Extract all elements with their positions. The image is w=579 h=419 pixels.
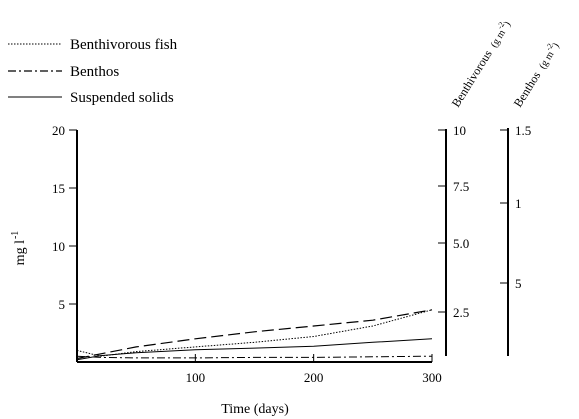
x-axis-title: Time (days) — [221, 402, 289, 417]
legend-label-suspended-solids: Suspended solids — [70, 90, 174, 106]
x-ticks: 100 200 300 — [186, 354, 442, 385]
y-tick-label: 5 — [59, 297, 66, 312]
right-tick-label: 7.5 — [453, 179, 469, 194]
right-axis-benthos-ticks: 511.5 — [500, 123, 531, 291]
series-line-suspended-solids — [76, 338, 433, 361]
series-line-benthos — [76, 355, 433, 359]
legend: Benthivorous fish Benthos Suspended soli… — [8, 37, 178, 106]
series-layer — [76, 309, 433, 361]
right-axis-benthivorous-ticks: 2.5 5.0 7.5 10 — [438, 123, 469, 320]
right-tick-label: 2.5 — [453, 305, 469, 320]
right-axis-title-benthivorous: Benthivorous (g m-2) — [448, 17, 513, 109]
y-tick-label: 15 — [52, 181, 65, 196]
right-tick-label: 1 — [515, 196, 522, 211]
y-tick-label: 20 — [52, 123, 65, 138]
y-tick-label: 10 — [52, 239, 65, 254]
right-tick-label: 1.5 — [515, 123, 531, 138]
y-axis-title: mg l-1 — [10, 231, 28, 266]
right-tick-label: 10 — [453, 123, 466, 138]
y-ticks: 5 10 15 20 — [52, 123, 77, 312]
legend-label-benthivorous-fish: Benthivorous fish — [70, 37, 178, 53]
right-tick-label: 5.0 — [453, 236, 469, 251]
series-line-dashed — [76, 309, 433, 360]
x-tick-label: 100 — [186, 370, 206, 385]
x-tick-label: 300 — [422, 370, 442, 385]
legend-label-benthos: Benthos — [70, 64, 119, 80]
x-tick-label: 200 — [304, 370, 324, 385]
right-axis-title-benthos: Benthos (g m-2) — [510, 39, 562, 110]
series-line-benthivorous-fish — [76, 309, 433, 357]
right-tick-label: 5 — [515, 276, 522, 291]
